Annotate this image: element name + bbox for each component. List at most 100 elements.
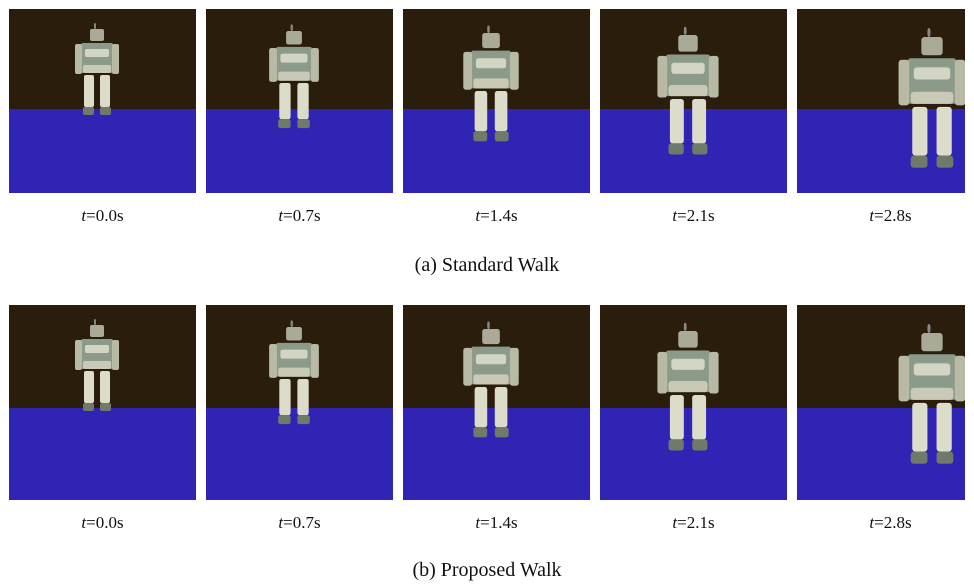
robot-part xyxy=(684,323,687,331)
robot-part xyxy=(278,119,290,128)
robot-part xyxy=(911,156,928,168)
time-value: =0.7s xyxy=(283,206,320,225)
subfigure-caption: (a) Standard Walk xyxy=(0,254,974,277)
time-value: =2.1s xyxy=(677,206,714,225)
robot-part xyxy=(297,119,309,128)
robot-part xyxy=(955,356,965,402)
robot-part xyxy=(280,54,307,63)
robot-part xyxy=(279,379,290,415)
robot-part xyxy=(269,48,277,82)
robot-part xyxy=(291,24,293,31)
time-value: =1.4s xyxy=(480,513,517,532)
robot-part xyxy=(90,29,104,41)
robot-part xyxy=(100,403,111,411)
robot-part xyxy=(912,107,927,156)
robot-part xyxy=(684,27,687,35)
robot-part xyxy=(278,368,310,377)
robot-part xyxy=(669,143,684,154)
robot-part xyxy=(495,91,508,131)
robot-part xyxy=(921,37,942,55)
robot-part xyxy=(669,381,708,392)
robot-part xyxy=(670,99,684,143)
frame-image xyxy=(600,9,787,193)
robot-part xyxy=(473,78,508,88)
robot-part xyxy=(899,60,910,106)
robot-part xyxy=(709,352,719,394)
robot-part xyxy=(75,340,82,370)
time-label: t=1.4s xyxy=(403,206,590,226)
frame-image xyxy=(403,9,590,193)
robot-part xyxy=(678,35,697,52)
robot-part xyxy=(937,403,952,452)
subfigure-caption: (b) Proposed Walk xyxy=(0,559,974,582)
robot-part xyxy=(482,329,500,344)
time-value: =0.0s xyxy=(86,206,123,225)
robot-part xyxy=(670,395,684,439)
robot-part xyxy=(495,131,509,141)
robot-part xyxy=(85,345,109,353)
robot-part xyxy=(669,439,684,450)
robot-part xyxy=(937,452,954,464)
robot-part xyxy=(692,99,706,143)
robot-part xyxy=(112,44,119,74)
robot-part xyxy=(100,107,111,115)
robot-part xyxy=(709,56,719,98)
robot-part xyxy=(955,60,965,106)
robot-part xyxy=(911,388,954,400)
time-value: =0.7s xyxy=(283,513,320,532)
robot-part xyxy=(463,52,472,90)
time-label: t=0.7s xyxy=(206,513,393,533)
robot-part xyxy=(278,415,290,424)
robot-part xyxy=(297,415,309,424)
robot-part xyxy=(914,67,950,79)
robot-part xyxy=(487,321,490,329)
robot-part xyxy=(495,427,509,437)
frame-image xyxy=(206,305,393,500)
robot-part xyxy=(83,361,111,369)
time-label: t=2.8s xyxy=(797,513,974,533)
time-value: =0.0s xyxy=(86,513,123,532)
robot-part xyxy=(476,58,506,68)
robot-part xyxy=(487,25,490,33)
robot-part xyxy=(927,324,930,333)
floor xyxy=(9,109,196,193)
robot-part xyxy=(280,350,307,359)
robot-part xyxy=(286,31,302,45)
time-label: t=1.4s xyxy=(403,513,590,533)
robot-part xyxy=(94,319,96,325)
robot-part xyxy=(937,156,954,168)
frame-image xyxy=(403,305,590,500)
robot-part xyxy=(482,33,500,48)
robot-part xyxy=(100,371,110,403)
robot-part xyxy=(657,56,667,98)
robot-part xyxy=(475,387,488,427)
robot-part xyxy=(510,52,519,90)
time-label: t=2.1s xyxy=(600,513,787,533)
robot-part xyxy=(311,48,319,82)
frame-image xyxy=(600,305,787,500)
robot-part xyxy=(286,327,302,341)
robot-part xyxy=(657,352,667,394)
robot-part xyxy=(297,379,308,415)
frame-image xyxy=(9,9,196,193)
robot-part xyxy=(671,359,704,370)
robot-part xyxy=(279,83,290,119)
robot-part xyxy=(692,439,707,450)
time-label: t=0.0s xyxy=(9,513,196,533)
robot-part xyxy=(475,91,488,131)
time-value: =2.8s xyxy=(874,206,911,225)
robot-part xyxy=(473,427,487,437)
robot-part xyxy=(914,363,950,375)
robot-part xyxy=(669,85,708,96)
robot-part xyxy=(85,49,109,57)
robot-part xyxy=(911,452,928,464)
robot-part xyxy=(911,92,954,104)
robot-part xyxy=(297,83,308,119)
robot-part xyxy=(937,107,952,156)
robot-part xyxy=(84,75,94,107)
robot-part xyxy=(83,65,111,73)
frame-image xyxy=(797,9,965,193)
robot-part xyxy=(100,75,110,107)
robot-part xyxy=(473,131,487,141)
time-value: =1.4s xyxy=(480,206,517,225)
